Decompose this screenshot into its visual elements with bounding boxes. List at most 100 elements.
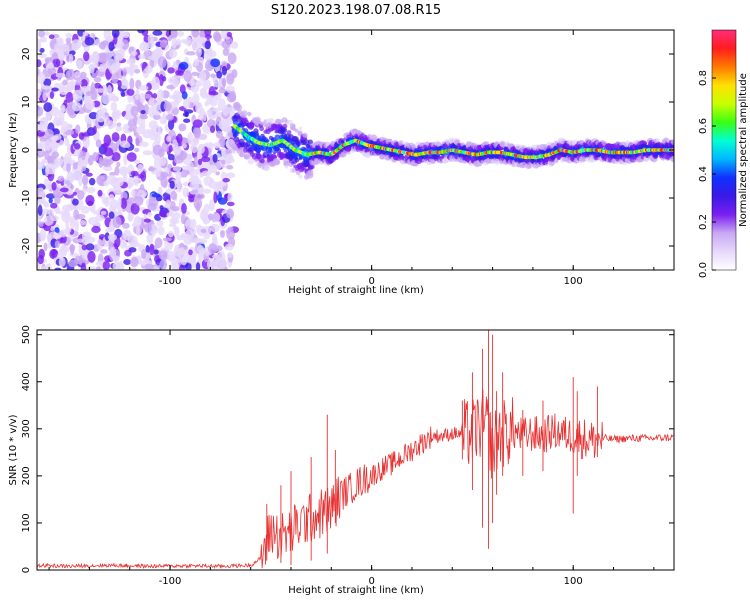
noise-blob [199, 70, 207, 82]
noise-blob [229, 90, 237, 102]
y-tick-label: 400 [21, 372, 32, 391]
noise-blob [109, 96, 119, 102]
colorbar-gradient [711, 29, 737, 271]
noise-blob [37, 105, 44, 117]
noise-blob [75, 213, 86, 220]
noise-blob [116, 177, 124, 187]
noise-blob [81, 166, 87, 172]
noise-blob [64, 137, 70, 147]
noise-blob [43, 78, 52, 87]
noise-blob [44, 139, 52, 152]
noise-blob [140, 110, 146, 115]
noise-blob [135, 125, 146, 135]
noise-blob [123, 153, 128, 166]
noise-blob [202, 188, 212, 194]
noise-blob [203, 203, 210, 214]
noise-blob [208, 243, 218, 255]
noise-blob [74, 142, 81, 150]
noise-blob [162, 112, 167, 124]
noise-blob [218, 88, 227, 94]
noise-blob [62, 157, 73, 164]
noise-blob [65, 70, 71, 81]
noise-blob [41, 208, 51, 215]
noise-blob [49, 226, 55, 231]
noise-blob [187, 131, 194, 143]
noise-blob [65, 92, 74, 104]
signal-halo-blob [494, 158, 501, 165]
noise-blob [193, 168, 201, 176]
noise-blob [221, 147, 226, 158]
noise-blob [169, 94, 177, 99]
noise-blob [122, 172, 128, 185]
noise-blob [212, 212, 221, 223]
noise-blob [128, 126, 135, 132]
snr-ticks: -100 0 100 0 100 200 300 400 500 [21, 325, 674, 587]
noise-blob [109, 198, 119, 210]
noise-blob [80, 262, 87, 270]
noise-blob [193, 61, 200, 67]
snr-series-line [37, 389, 674, 570]
noise-blob [105, 58, 116, 71]
y-tick-label: 20 [21, 48, 32, 61]
noise-blob [208, 164, 218, 174]
noise-blob [126, 58, 136, 65]
noise-blob [193, 156, 198, 168]
noise-blob [45, 164, 50, 177]
noise-blob [200, 228, 207, 234]
noise-blob [137, 163, 144, 173]
noise-blob [168, 230, 174, 238]
noise-blob [84, 151, 90, 159]
noise-blob [221, 135, 226, 148]
noise-blob [78, 244, 83, 255]
noise-blob [53, 134, 62, 141]
noise-blob [37, 39, 42, 51]
noise-blob [148, 97, 154, 106]
noise-blob [209, 125, 216, 134]
signal-halo-blob [298, 126, 303, 130]
noise-blob [117, 197, 122, 208]
noise-blob [204, 30, 212, 37]
noise-blob [93, 76, 102, 83]
signal-halo-blob [260, 159, 265, 164]
noise-blob [75, 124, 81, 134]
noise-blob [127, 93, 133, 103]
noise-blob [111, 30, 120, 38]
signal-halo-blob [302, 132, 308, 138]
noise-blob [193, 197, 203, 210]
noise-blob [199, 30, 206, 38]
noise-blob [37, 187, 45, 199]
noise-blob [108, 41, 115, 52]
noise-blob [206, 258, 216, 270]
signal-halo-blob [343, 137, 347, 141]
signal-halo-blob [263, 164, 271, 172]
noise-blob [63, 177, 72, 189]
spectrogram-plot-area [37, 30, 674, 270]
y-tick-label: 300 [21, 419, 32, 438]
noise-blob [153, 168, 163, 173]
signal-halo-blob [295, 170, 301, 176]
noise-blob [115, 126, 123, 132]
noise-blob [134, 147, 140, 153]
noise-blob [187, 96, 194, 103]
noise-blob [217, 257, 227, 269]
noise-blob [37, 199, 43, 206]
noise-blob [147, 212, 153, 217]
x-tick-label: 0 [368, 576, 374, 587]
noise-blob [57, 117, 63, 125]
noise-blob [134, 94, 140, 101]
noise-blob [95, 261, 103, 266]
noise-blob [183, 70, 192, 82]
signal-halo-blob [436, 141, 442, 148]
noise-blob [37, 71, 46, 84]
noise-blob [205, 47, 213, 56]
noise-blob [158, 210, 167, 218]
noise-blob [211, 107, 222, 112]
noise-blob [136, 117, 146, 126]
signal-halo-blob [307, 169, 314, 176]
noise-blob [172, 165, 182, 172]
noise-blob [37, 59, 42, 68]
noise-blob [112, 216, 122, 229]
noise-blob [85, 172, 93, 177]
noise-blob [100, 210, 107, 215]
signal-halo-blob [253, 128, 259, 134]
